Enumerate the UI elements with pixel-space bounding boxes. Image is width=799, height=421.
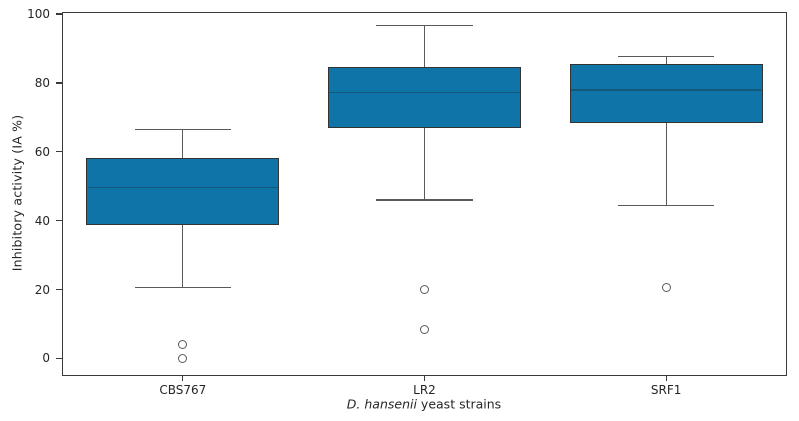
lower-whisker bbox=[665, 123, 667, 206]
x-tick-label: SRF1 bbox=[650, 383, 682, 397]
lower-whisker bbox=[423, 128, 426, 201]
outlier-point bbox=[419, 325, 430, 335]
outlier-point bbox=[178, 353, 188, 364]
outlier-point bbox=[661, 283, 671, 293]
iqr-box bbox=[327, 67, 522, 129]
y-tick-mark bbox=[56, 357, 62, 360]
y-tick-label: 0 bbox=[42, 351, 50, 366]
y-tick-mark bbox=[56, 13, 62, 15]
y-tick-label: 100 bbox=[27, 7, 50, 22]
outlier-point bbox=[178, 340, 188, 350]
y-tick-label: 40 bbox=[34, 213, 50, 228]
x-tick-mark bbox=[665, 376, 667, 381]
y-tick-label: 60 bbox=[34, 144, 50, 159]
lower-whisker bbox=[182, 225, 184, 288]
median-line bbox=[329, 91, 520, 94]
x-tick-label: CBS767 bbox=[159, 383, 207, 397]
x-tick-label: LR2 bbox=[413, 383, 436, 397]
y-tick-mark bbox=[56, 220, 62, 222]
y-tick-label: 20 bbox=[34, 282, 50, 297]
upper-whisker bbox=[182, 129, 184, 158]
y-axis-title: Inhibitory activity (IA %) bbox=[9, 114, 25, 272]
y-tick-mark bbox=[56, 82, 62, 84]
median-line bbox=[570, 89, 762, 91]
upper-whisker-cap bbox=[617, 56, 715, 58]
x-axis-title-rest: yeast strains bbox=[416, 396, 502, 412]
upper-whisker bbox=[423, 25, 426, 68]
outlier-point bbox=[419, 284, 430, 295]
y-tick-mark bbox=[56, 288, 62, 291]
x-tick-mark bbox=[182, 376, 184, 381]
iqr-box bbox=[86, 158, 280, 226]
x-tick-mark bbox=[423, 376, 426, 381]
x-axis-title: D. hansenii yeast strains bbox=[347, 397, 501, 412]
upper-whisker-cap bbox=[376, 25, 473, 27]
lower-whisker-cap bbox=[617, 204, 715, 206]
lower-whisker-cap bbox=[134, 287, 232, 289]
lower-whisker-cap bbox=[376, 199, 473, 201]
x-axis-title-species: D. hansenii bbox=[346, 396, 417, 412]
upper-whisker bbox=[665, 56, 667, 65]
y-tick-mark bbox=[56, 151, 62, 153]
iqr-box bbox=[569, 64, 763, 124]
y-tick-label: 80 bbox=[34, 75, 50, 90]
upper-whisker-cap bbox=[134, 129, 232, 131]
median-line bbox=[87, 186, 279, 189]
